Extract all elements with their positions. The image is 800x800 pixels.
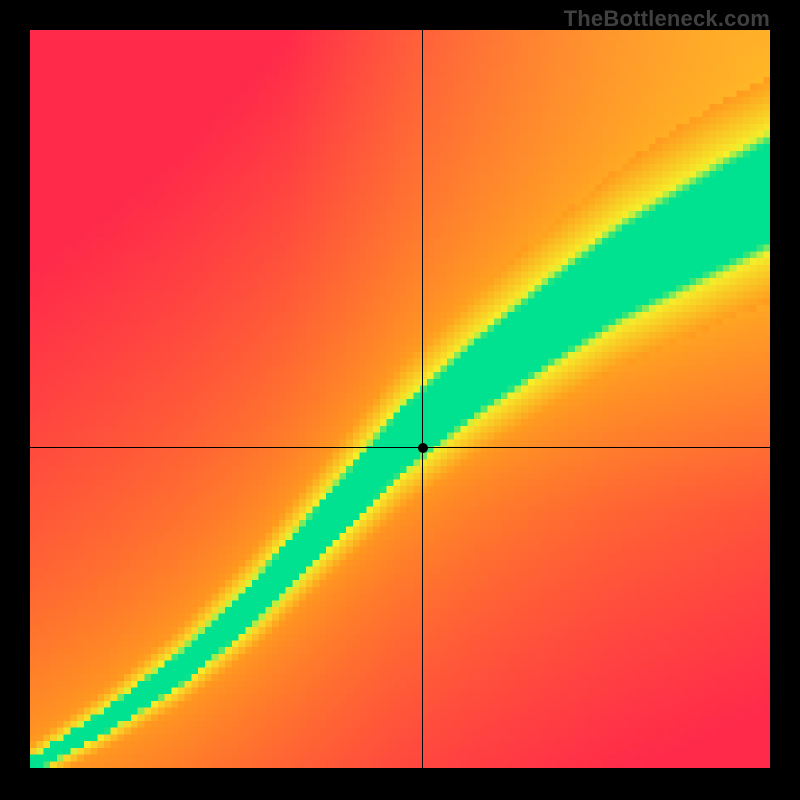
crosshair-vertical xyxy=(422,30,423,768)
watermark-text: TheBottleneck.com xyxy=(564,6,770,32)
crosshair-marker xyxy=(418,443,428,453)
chart-container: TheBottleneck.com xyxy=(0,0,800,800)
crosshair-horizontal xyxy=(30,447,770,448)
heatmap-canvas xyxy=(30,30,770,768)
